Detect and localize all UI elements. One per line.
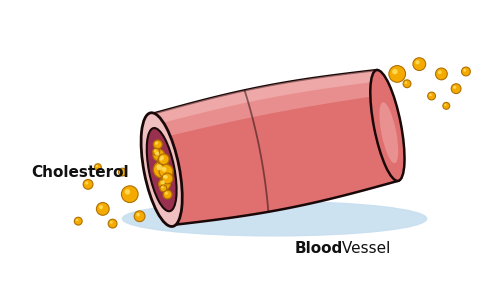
Circle shape bbox=[94, 164, 102, 171]
Circle shape bbox=[162, 167, 166, 172]
Circle shape bbox=[76, 219, 78, 221]
Circle shape bbox=[443, 102, 450, 109]
Circle shape bbox=[124, 189, 130, 195]
Circle shape bbox=[164, 192, 168, 195]
Circle shape bbox=[96, 165, 98, 167]
Circle shape bbox=[160, 158, 162, 161]
Circle shape bbox=[156, 164, 162, 170]
Circle shape bbox=[403, 80, 411, 88]
Circle shape bbox=[153, 149, 164, 161]
Circle shape bbox=[404, 81, 407, 84]
Text: Cholesterol: Cholesterol bbox=[32, 165, 129, 180]
Ellipse shape bbox=[380, 102, 398, 163]
Ellipse shape bbox=[122, 202, 426, 236]
Circle shape bbox=[158, 156, 167, 165]
Circle shape bbox=[428, 92, 436, 100]
Circle shape bbox=[462, 67, 470, 76]
Ellipse shape bbox=[146, 128, 176, 211]
Circle shape bbox=[120, 170, 122, 172]
Circle shape bbox=[99, 205, 103, 209]
Circle shape bbox=[155, 152, 160, 156]
Circle shape bbox=[463, 69, 466, 72]
Circle shape bbox=[136, 213, 140, 217]
Circle shape bbox=[110, 221, 113, 224]
Circle shape bbox=[155, 142, 158, 145]
Circle shape bbox=[160, 156, 164, 160]
Circle shape bbox=[122, 186, 138, 202]
Circle shape bbox=[161, 180, 165, 184]
Circle shape bbox=[392, 69, 398, 74]
Polygon shape bbox=[151, 71, 378, 125]
Circle shape bbox=[436, 68, 448, 80]
Circle shape bbox=[85, 182, 88, 184]
Polygon shape bbox=[151, 70, 382, 139]
Circle shape bbox=[429, 94, 432, 96]
Circle shape bbox=[444, 104, 446, 106]
Circle shape bbox=[164, 175, 168, 179]
Circle shape bbox=[413, 58, 426, 70]
Circle shape bbox=[154, 140, 162, 149]
Circle shape bbox=[451, 84, 461, 94]
Circle shape bbox=[163, 175, 166, 178]
Circle shape bbox=[389, 66, 406, 82]
Polygon shape bbox=[151, 70, 398, 225]
Circle shape bbox=[160, 185, 167, 192]
Text: Blood: Blood bbox=[294, 241, 343, 256]
Circle shape bbox=[118, 168, 126, 176]
Circle shape bbox=[162, 173, 170, 182]
Circle shape bbox=[96, 202, 109, 215]
Circle shape bbox=[152, 148, 160, 155]
Circle shape bbox=[158, 154, 169, 165]
Ellipse shape bbox=[141, 113, 182, 226]
Circle shape bbox=[134, 211, 145, 222]
Circle shape bbox=[416, 60, 420, 64]
Circle shape bbox=[438, 70, 442, 74]
Circle shape bbox=[108, 219, 117, 228]
Circle shape bbox=[159, 164, 173, 178]
Circle shape bbox=[83, 179, 93, 189]
Circle shape bbox=[162, 173, 173, 184]
Circle shape bbox=[161, 186, 164, 188]
Circle shape bbox=[74, 217, 82, 225]
Circle shape bbox=[154, 161, 170, 178]
Circle shape bbox=[453, 86, 456, 89]
Circle shape bbox=[163, 190, 172, 199]
Ellipse shape bbox=[370, 70, 404, 181]
Text: Vessel: Vessel bbox=[338, 241, 390, 256]
Circle shape bbox=[154, 149, 156, 152]
Circle shape bbox=[158, 178, 170, 190]
